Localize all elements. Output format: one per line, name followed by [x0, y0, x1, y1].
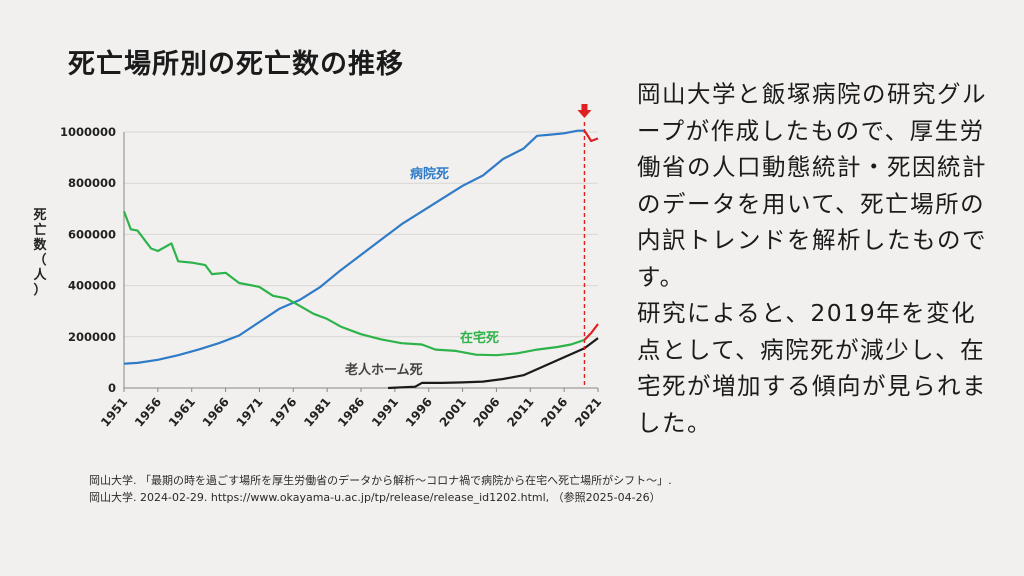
- arrow-down-icon: [577, 104, 592, 118]
- y-tick-label: 200000: [68, 330, 116, 344]
- y-tick-label: 0: [108, 381, 116, 395]
- x-tick-label: 2001: [437, 395, 469, 430]
- y-axis-label-char: 死: [33, 208, 46, 223]
- x-tick-label: 2006: [471, 395, 503, 430]
- y-tick-label: 600000: [68, 227, 116, 241]
- series-line: [122, 211, 585, 357]
- citation: 岡山大学. 「最期の時を過ごす場所を厚生労働省のデータから解析〜コロナ禍で病院か…: [89, 472, 672, 506]
- series-label: 在宅死: [460, 330, 499, 346]
- series-line-after-change: [583, 323, 599, 341]
- y-axis-label-char: 亡: [33, 222, 46, 238]
- description: 岡山大学と飯塚病院の研究グループが作成したもので、厚生労働省の人口動態統計・死因…: [637, 76, 997, 441]
- x-tick-label: 1991: [369, 395, 401, 430]
- x-tick-label: 1951: [98, 395, 130, 430]
- citation-line-2: 岡山大学. 2024-02-29. https://www.okayama-u.…: [89, 491, 661, 504]
- y-tick-label: 1000000: [60, 125, 116, 139]
- x-tick-label: 1986: [335, 395, 367, 430]
- y-axis-label-char: （: [33, 252, 46, 268]
- y-tick-label: 800000: [68, 176, 116, 190]
- series-line: [123, 129, 585, 365]
- y-axis-label-char: 人: [33, 267, 47, 283]
- x-tick-label: 1981: [301, 395, 333, 430]
- x-tick-label: 2016: [538, 395, 570, 430]
- x-tick-label: 1966: [200, 395, 232, 430]
- page-title: 死亡場所別の死亡数の推移: [68, 49, 404, 80]
- y-tick-label: 400000: [68, 279, 116, 293]
- description-paragraph-2: 研究によると、2019年を変化点として、病院死が減少し、在宅死が増加する傾向が見…: [637, 299, 987, 437]
- chart-svg: 0 200000 400000 600000 800000 1000000 1951 195…: [33, 104, 604, 430]
- x-tick-label: 1971: [234, 395, 266, 430]
- x-tick-label: 1996: [403, 395, 435, 430]
- x-tick-label: 1956: [132, 395, 164, 430]
- series-line-after-change: [583, 337, 599, 350]
- x-tick-label: 2011: [504, 395, 536, 430]
- series-label: 病院死: [410, 166, 449, 182]
- series-label: 老人ホーム死: [344, 362, 423, 378]
- y-axis-label-char: ）: [33, 282, 46, 298]
- series-line: [388, 347, 585, 390]
- death-place-chart: 0 200000 400000 600000 800000 1000000 1951 195…: [30, 95, 620, 455]
- y-axis-label-char: 数: [33, 237, 47, 253]
- description-paragraph-1: 岡山大学と飯塚病院の研究グループが作成したもので、厚生労働省の人口動態統計・死因…: [637, 80, 987, 291]
- x-tick-label: 1976: [267, 395, 299, 430]
- series-line-after-change: [583, 130, 599, 143]
- x-tick-label: 2021: [572, 395, 604, 430]
- x-tick-label: 1961: [166, 395, 198, 430]
- citation-line-1: 岡山大学. 「最期の時を過ごす場所を厚生労働省のデータから解析〜コロナ禍で病院か…: [89, 474, 672, 487]
